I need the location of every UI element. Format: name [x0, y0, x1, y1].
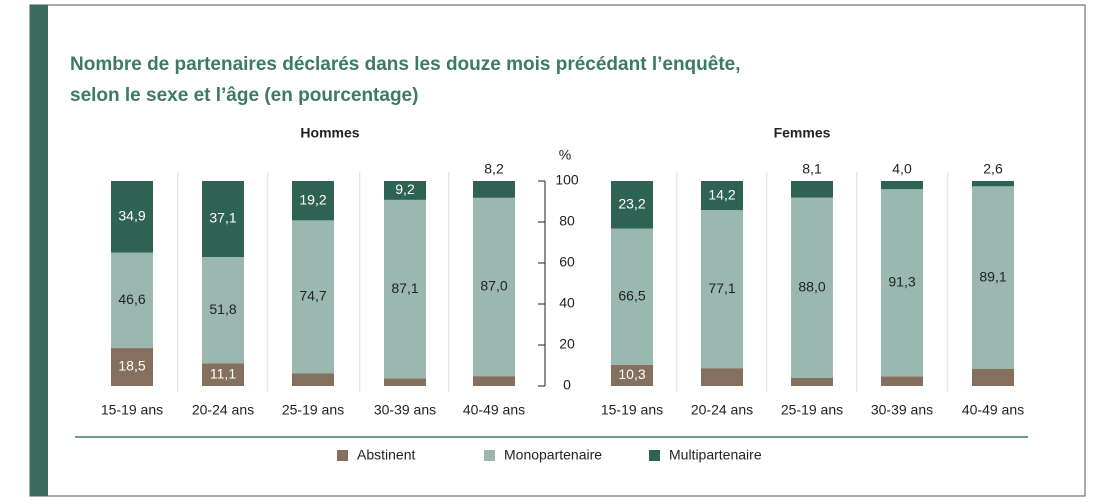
- data-label: 74,7: [299, 288, 326, 304]
- bar-segment: [791, 378, 833, 386]
- bar-segment: [202, 181, 244, 258]
- data-label: 88,0: [798, 279, 825, 295]
- x-tick-label: 40-49 ans: [962, 402, 1024, 418]
- bar-segment: [791, 181, 833, 198]
- bar-segment: [791, 197, 833, 379]
- data-label: 9,2: [395, 181, 415, 197]
- x-tick-label: 30-39 ans: [871, 402, 933, 418]
- data-label: 11,1: [210, 365, 236, 381]
- side-band: [30, 5, 48, 496]
- data-label: 34,9: [118, 207, 145, 223]
- data-label: 87,0: [480, 278, 507, 294]
- y-tick-label: 0: [563, 377, 571, 393]
- y-axis-label: %: [559, 147, 571, 163]
- legend-swatch: [337, 450, 348, 461]
- data-label: 66,5: [618, 287, 645, 303]
- data-label: 10,3: [618, 366, 645, 382]
- y-tick-label: 60: [559, 254, 575, 270]
- bar-segment: [881, 189, 923, 377]
- data-label: 18,5: [118, 358, 145, 374]
- bar-segment: [701, 210, 743, 369]
- panel-title: Hommes: [300, 125, 359, 141]
- bar-segment: [611, 364, 653, 386]
- bar-segment: [384, 199, 426, 379]
- data-label: 14,2: [708, 186, 735, 202]
- bar-segment: [881, 181, 923, 190]
- x-tick-label: 25-19 ans: [282, 402, 344, 418]
- data-label: 2,6: [983, 161, 1003, 177]
- x-tick-label: 25-19 ans: [781, 402, 843, 418]
- bar-segment: [611, 181, 653, 229]
- x-tick-label: 20-24 ans: [691, 402, 753, 418]
- data-label: 23,2: [618, 195, 645, 211]
- x-tick-label: 15-19 ans: [601, 402, 663, 418]
- legend-label: Monopartenaire: [504, 447, 602, 463]
- data-label: 91,3: [888, 273, 915, 289]
- bar-segment: [111, 348, 153, 386]
- x-tick-label: 30-39 ans: [374, 402, 436, 418]
- bar-segment: [473, 181, 515, 198]
- y-tick-label: 40: [559, 295, 575, 311]
- x-tick-label: 15-19 ans: [101, 402, 163, 418]
- bar-segment: [111, 181, 153, 253]
- bar-segment: [701, 181, 743, 211]
- bar-segment: [384, 378, 426, 386]
- chart-title: selon le sexe et l’âge (en pourcentage): [70, 85, 418, 106]
- x-tick-label: 40-49 ans: [463, 402, 525, 418]
- bar-segment: [473, 376, 515, 386]
- data-label: 19,2: [299, 191, 326, 207]
- bar-segment: [611, 228, 653, 365]
- bar-segment: [972, 186, 1014, 369]
- panel-title: Femmes: [774, 125, 831, 141]
- y-tick-label: 100: [555, 172, 579, 188]
- legend-label: Multipartenaire: [669, 447, 762, 463]
- data-label: 4,0: [892, 161, 912, 177]
- bar-segment: [473, 197, 515, 377]
- legend-swatch: [649, 450, 660, 461]
- data-label: 8,2: [484, 161, 504, 177]
- bar-segment: [111, 252, 153, 349]
- data-label: 87,1: [391, 280, 418, 296]
- bar-segment: [292, 220, 334, 374]
- y-tick-label: 80: [559, 213, 575, 229]
- x-tick-label: 20-24 ans: [192, 402, 254, 418]
- frame: [29, 4, 1086, 497]
- legend-swatch: [484, 450, 495, 461]
- data-label: 77,1: [708, 280, 735, 296]
- bar-segment: [972, 368, 1014, 386]
- bar-segment: [202, 257, 244, 364]
- data-label: 8,1: [802, 161, 822, 177]
- data-label: 51,8: [209, 301, 236, 317]
- data-label: 37,1: [209, 210, 236, 226]
- bar-segment: [384, 181, 426, 200]
- bar-segment: [701, 368, 743, 386]
- legend-label: Abstinent: [357, 447, 415, 463]
- data-label: 46,6: [118, 291, 145, 307]
- data-label: 89,1: [979, 268, 1006, 284]
- bar-segment: [972, 181, 1014, 187]
- bar-segment: [881, 376, 923, 386]
- chart-title: Nombre de partenaires déclarés dans les …: [70, 54, 741, 75]
- bar-segment: [292, 181, 334, 221]
- y-tick-label: 20: [559, 336, 575, 352]
- bar-segment: [202, 363, 244, 386]
- bar-segment: [292, 373, 334, 386]
